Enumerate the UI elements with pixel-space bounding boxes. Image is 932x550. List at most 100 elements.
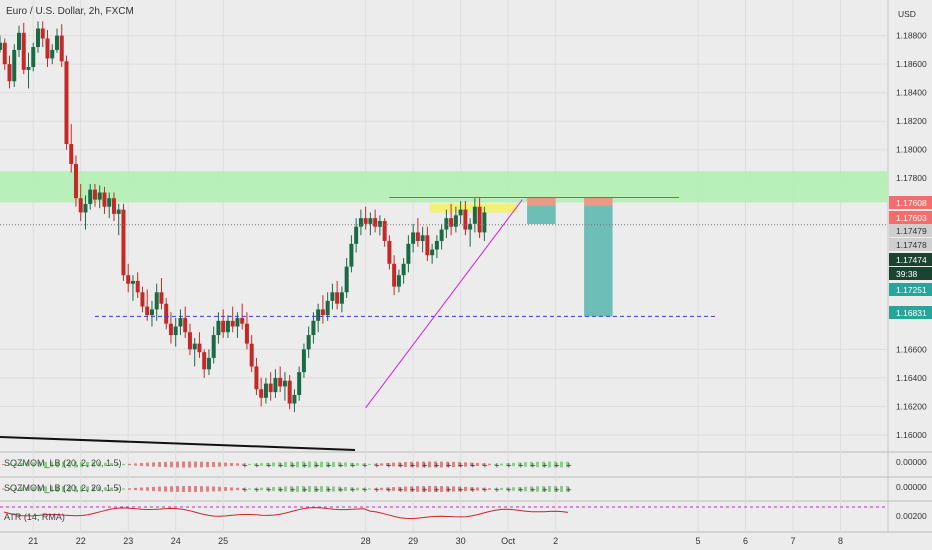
momentum-bar-1-13	[80, 486, 83, 492]
price-badge-label-4: 1.17474	[896, 255, 927, 265]
candle-body-98	[463, 209, 468, 230]
candle-body-35	[164, 303, 169, 324]
momentum-bar-1-86	[518, 486, 521, 492]
squeeze-dot-0-48: +	[290, 462, 296, 470]
momentum-bar-0-55	[332, 461, 335, 468]
momentum-bar-1-51	[308, 486, 311, 492]
drawing-lines[interactable]	[0, 196, 888, 451]
momentum-bar-0-42	[254, 463, 257, 466]
momentum-bar-0-27	[164, 461, 167, 468]
squeeze-dot-0-40: +	[242, 462, 248, 470]
momentum-bar-1-10	[62, 486, 65, 492]
squeeze-dot-1-50: +	[302, 486, 308, 494]
momentum-bar-0-94	[566, 461, 569, 468]
candle-body-63	[297, 372, 302, 395]
momentum-bar-0-15	[92, 462, 95, 467]
momentum-bar-1-93	[560, 486, 563, 492]
squeeze-dot-0-68: +	[410, 462, 416, 470]
candle-body-55	[259, 389, 264, 398]
squeeze-dot-1-52: +	[314, 486, 320, 494]
candle-body-54	[254, 366, 259, 390]
price-tick-9: 1.16000	[896, 430, 927, 440]
momentum-bar-0-50	[302, 461, 305, 468]
candle-body-26	[121, 209, 126, 276]
momentum-bar-0-89	[536, 461, 539, 468]
candle-body-49	[230, 320, 235, 327]
momentum-bar-1-37	[224, 487, 227, 491]
candle-body-43	[202, 352, 207, 370]
momentum-bar-0-4	[26, 462, 29, 467]
momentum-bar-0-11	[68, 461, 71, 468]
candle-body-22	[102, 192, 107, 207]
momentum-bar-1-46	[278, 486, 281, 492]
momentum-bar-1-8	[50, 486, 53, 492]
momentum-bar-0-93	[560, 461, 563, 468]
momentum-bar-1-17	[104, 487, 107, 491]
momentum-bar-0-12	[74, 461, 77, 468]
momentum-bar-1-33	[200, 486, 203, 492]
momentum-bar-1-58	[350, 487, 353, 491]
price-tick-7: 1.16400	[896, 373, 927, 383]
momentum-bar-1-60	[362, 488, 365, 490]
momentum-bar-0-17	[104, 462, 107, 467]
price-axis[interactable]: 1.18800 1.18600 1.18400 1.18200 1.18000 1.178…	[889, 31, 932, 440]
momentum-bar-1-39	[236, 487, 239, 491]
time-tick-3: 24	[171, 536, 181, 546]
momentum-bar-1-36	[218, 486, 221, 492]
candle-body-6	[26, 67, 31, 70]
time-axis[interactable]: 21 22 23 24 25 28 29 30 Oct 2 5 6 7 8	[28, 536, 843, 546]
candle-body-62	[292, 394, 297, 404]
squeeze-dot-0-54: +	[326, 462, 332, 470]
candle-body-99	[468, 223, 473, 230]
momentum-bar-1-83	[500, 487, 503, 491]
squeeze-dot-0-66: +	[398, 462, 404, 470]
squeeze-dot-0-90: +	[542, 462, 548, 470]
candle-body-87	[411, 232, 416, 244]
time-tick-4: 25	[218, 536, 228, 546]
momentum-bar-1-49	[296, 486, 299, 492]
time-tick-9: 2	[553, 536, 558, 546]
momentum-bar-0-5	[32, 462, 35, 467]
squeeze-dot-1-46: +	[278, 486, 284, 494]
momentum-bar-0-44	[266, 462, 269, 467]
momentum-bar-0-23	[140, 463, 143, 466]
momentum-bar-0-28	[170, 461, 173, 468]
candle-body-40	[187, 332, 192, 350]
momentum-bar-0-30	[182, 461, 185, 468]
momentum-bar-0-6	[38, 462, 41, 467]
momentum-bar-1-77	[464, 486, 467, 492]
momentum-bar-1-78	[470, 487, 473, 491]
momentum-bar-1-50	[302, 486, 305, 492]
candle-body-1	[2, 42, 7, 65]
momentum-bar-1-94	[566, 486, 569, 492]
price-badge-label-5: 39:38	[896, 269, 918, 279]
candle-body-23	[107, 198, 112, 207]
position-target-zone-1	[584, 205, 613, 317]
candle-body-90	[425, 235, 430, 256]
momentum-bar-0-1	[8, 463, 11, 466]
candle-body-12	[54, 35, 59, 50]
momentum-bar-1-55	[332, 486, 335, 492]
position-stop-zone-1	[584, 197, 613, 206]
price-badge-2	[889, 224, 932, 237]
squeeze-dot-1-66: +	[398, 486, 404, 494]
momentum-bar-1-1	[8, 488, 11, 490]
candle-body-20	[92, 189, 97, 200]
drawing-zones	[0, 171, 888, 317]
squeeze-dot-0-42: +	[254, 462, 260, 470]
price-badge-6	[889, 283, 932, 296]
price-badge-1	[889, 211, 932, 224]
momentum-bar-1-54	[326, 486, 329, 492]
momentum-bar-0-24	[146, 462, 149, 467]
candle-body-51	[240, 317, 245, 324]
candle-body-91	[430, 249, 435, 256]
candle-body-75	[354, 226, 359, 244]
candle-body-81	[382, 221, 387, 241]
candle-body-46	[216, 320, 221, 336]
momentum-bar-1-20	[122, 488, 125, 490]
main-pane-background	[0, 0, 888, 452]
squeeze-dot-0-52: +	[314, 462, 320, 470]
momentum-bar-0-22	[134, 463, 137, 466]
momentum-bar-0-46	[278, 462, 281, 467]
